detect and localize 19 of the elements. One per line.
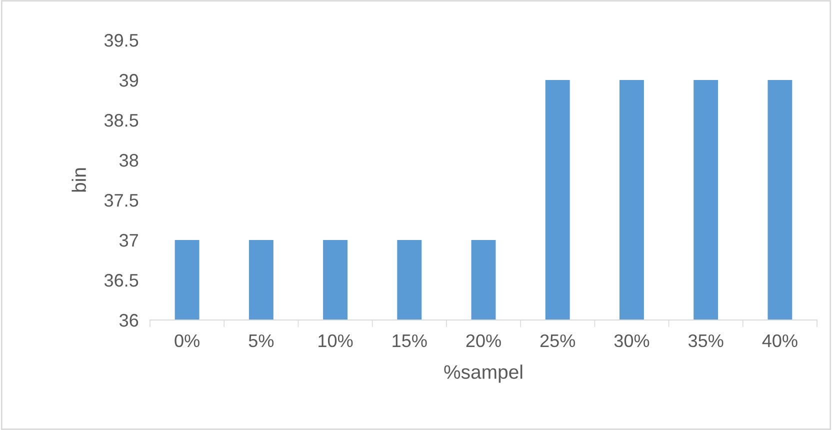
x-tick-label: 25% bbox=[540, 334, 576, 348]
y-tick-label: 38 bbox=[119, 154, 138, 167]
x-axis-title: %sampel bbox=[444, 364, 522, 383]
y-tick-label: 37 bbox=[119, 234, 138, 247]
y-axis-title: bin bbox=[72, 168, 86, 192]
x-tick-label: 35% bbox=[688, 334, 724, 348]
x-tick-label: 0% bbox=[174, 334, 200, 348]
y-tick-label: 36.5 bbox=[104, 274, 138, 287]
x-tick-label: 40% bbox=[762, 334, 798, 348]
y-tick-label: 37.5 bbox=[104, 194, 138, 207]
y-tick-label: 39 bbox=[119, 74, 138, 87]
y-tick-label: 39.5 bbox=[104, 34, 138, 47]
y-tick-label: 38.5 bbox=[104, 114, 138, 127]
x-tick-label: 10% bbox=[318, 334, 353, 348]
y-tick-label: 36 bbox=[119, 314, 138, 327]
x-tick-label: 30% bbox=[614, 334, 650, 348]
x-tick-label: 15% bbox=[392, 334, 427, 348]
x-tick-label: 5% bbox=[248, 334, 274, 348]
x-tick-label: 20% bbox=[466, 334, 501, 348]
